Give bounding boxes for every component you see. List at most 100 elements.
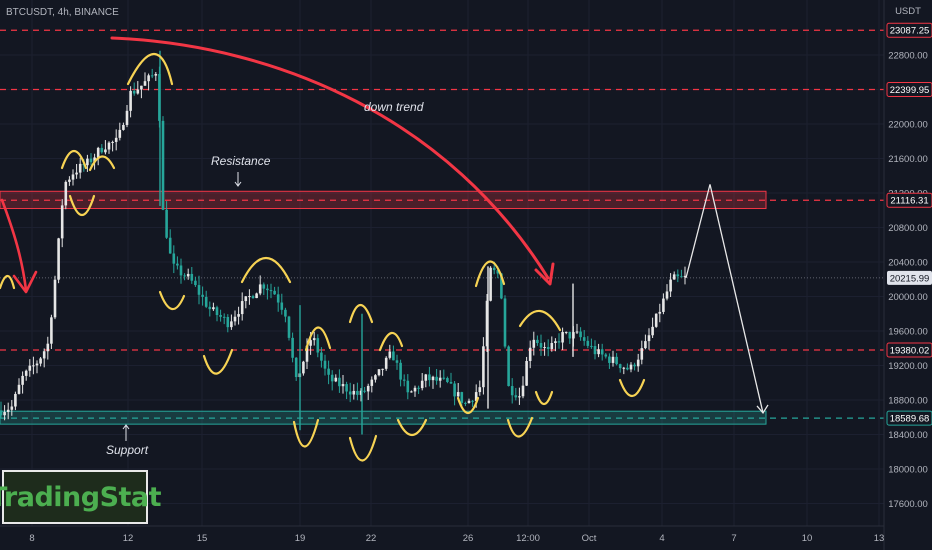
candle-body [579,331,582,338]
x-tick-label: 19 [295,533,306,544]
candle-body [75,172,78,175]
candle-body [262,284,266,289]
time-axis[interactable]: 8 12 15 19 22 26 12:00 Oct 4 7 10 13 [0,525,884,544]
candle-body [464,402,467,404]
candle-body [114,137,118,142]
level-tag [886,410,932,426]
candle-body [168,237,172,254]
candle-body [201,294,204,297]
candle-body [392,351,395,361]
y-tick-label: 20800.00 [888,223,928,234]
level-label: 22399.95 [890,85,930,96]
candle-body [374,375,377,380]
candle-body [14,393,17,407]
candle-body [345,384,348,392]
candle-body [528,347,532,362]
wave-valley [68,194,96,217]
candle-body [212,307,215,310]
y-tick-label: 20000.00 [888,292,928,303]
candle-body [197,285,201,295]
candle-body [161,120,165,210]
candle-body [428,374,431,381]
candle-body [309,340,312,346]
candle-body [503,298,507,347]
candle-body [665,291,669,299]
candle-body [582,337,586,341]
wave-valley [158,290,186,311]
support-zone [0,410,767,425]
candle-body [42,351,46,359]
candle-body [482,346,485,388]
candle-body [280,302,284,310]
candle-body [435,376,438,381]
wave-peak [348,303,374,324]
candle-body [471,400,474,402]
price-levels [0,29,884,419]
candle-body [442,377,446,379]
wave-valley [534,390,554,406]
y-tick-label: 20400.00 [888,258,928,269]
candle-body [194,280,197,286]
candle-body [683,275,687,277]
level-label: 18589.68 [890,414,930,425]
candle-body [287,316,291,338]
candle-body [291,337,294,358]
candle-body [53,279,57,318]
candle-body [618,364,622,369]
candle-body [104,149,107,153]
candle-body [147,75,150,82]
candle-body [176,263,179,266]
candle-body [172,253,176,264]
candle-body [586,340,590,346]
x-tick-label: 10 [802,533,813,544]
wave-peak [378,331,404,352]
candle-body [543,347,546,349]
candle-body [366,385,370,392]
x-tick-label: 12:00 [516,533,540,544]
symbol-label[interactable]: BTCUSDT, 4h, BINANCE [6,7,119,18]
wave-valley [348,434,378,462]
candle-body [536,339,539,344]
candle-body [546,347,550,350]
candle-body [539,343,543,348]
candle-body [417,387,420,389]
last-price-tag [887,270,932,285]
wave-peak [60,149,88,170]
candle-body [129,90,132,111]
candle-body [320,352,323,361]
downtrend-label: down trend [364,100,424,114]
y-tick-label: 21600.00 [888,154,928,165]
candle-body [28,365,32,371]
candle-body [190,273,194,281]
candle-body [122,124,125,130]
candle-body [140,85,143,90]
x-tick-label: 12 [123,533,134,544]
candle-body [244,296,248,302]
candle-body [179,265,183,276]
candle-body [615,356,618,365]
candle-body [204,296,208,307]
candle-body [219,315,222,317]
last-price-label: 20215.99 [890,273,930,284]
candle-body [17,384,21,394]
candle-body [24,370,28,376]
candle-body [107,142,111,150]
y-tick-label: 19600.00 [888,327,928,338]
y-tick-label: 22000.00 [888,120,928,131]
support-label: Support [106,443,149,457]
candles [0,50,687,435]
price-axis[interactable]: USDT22800.0022400.0022000.0021600.002120… [883,0,932,550]
candle-body [150,75,154,77]
candle-body [86,158,89,166]
candle-body [348,391,352,395]
wave-valley [292,418,320,448]
candle-body [629,364,633,370]
candle-body [89,158,93,163]
candle-body [467,400,471,404]
candle-body [651,326,654,336]
candle-body [3,412,6,416]
x-tick-label: Oct [582,533,597,544]
candle-body [554,341,557,344]
candle-body [460,392,464,403]
